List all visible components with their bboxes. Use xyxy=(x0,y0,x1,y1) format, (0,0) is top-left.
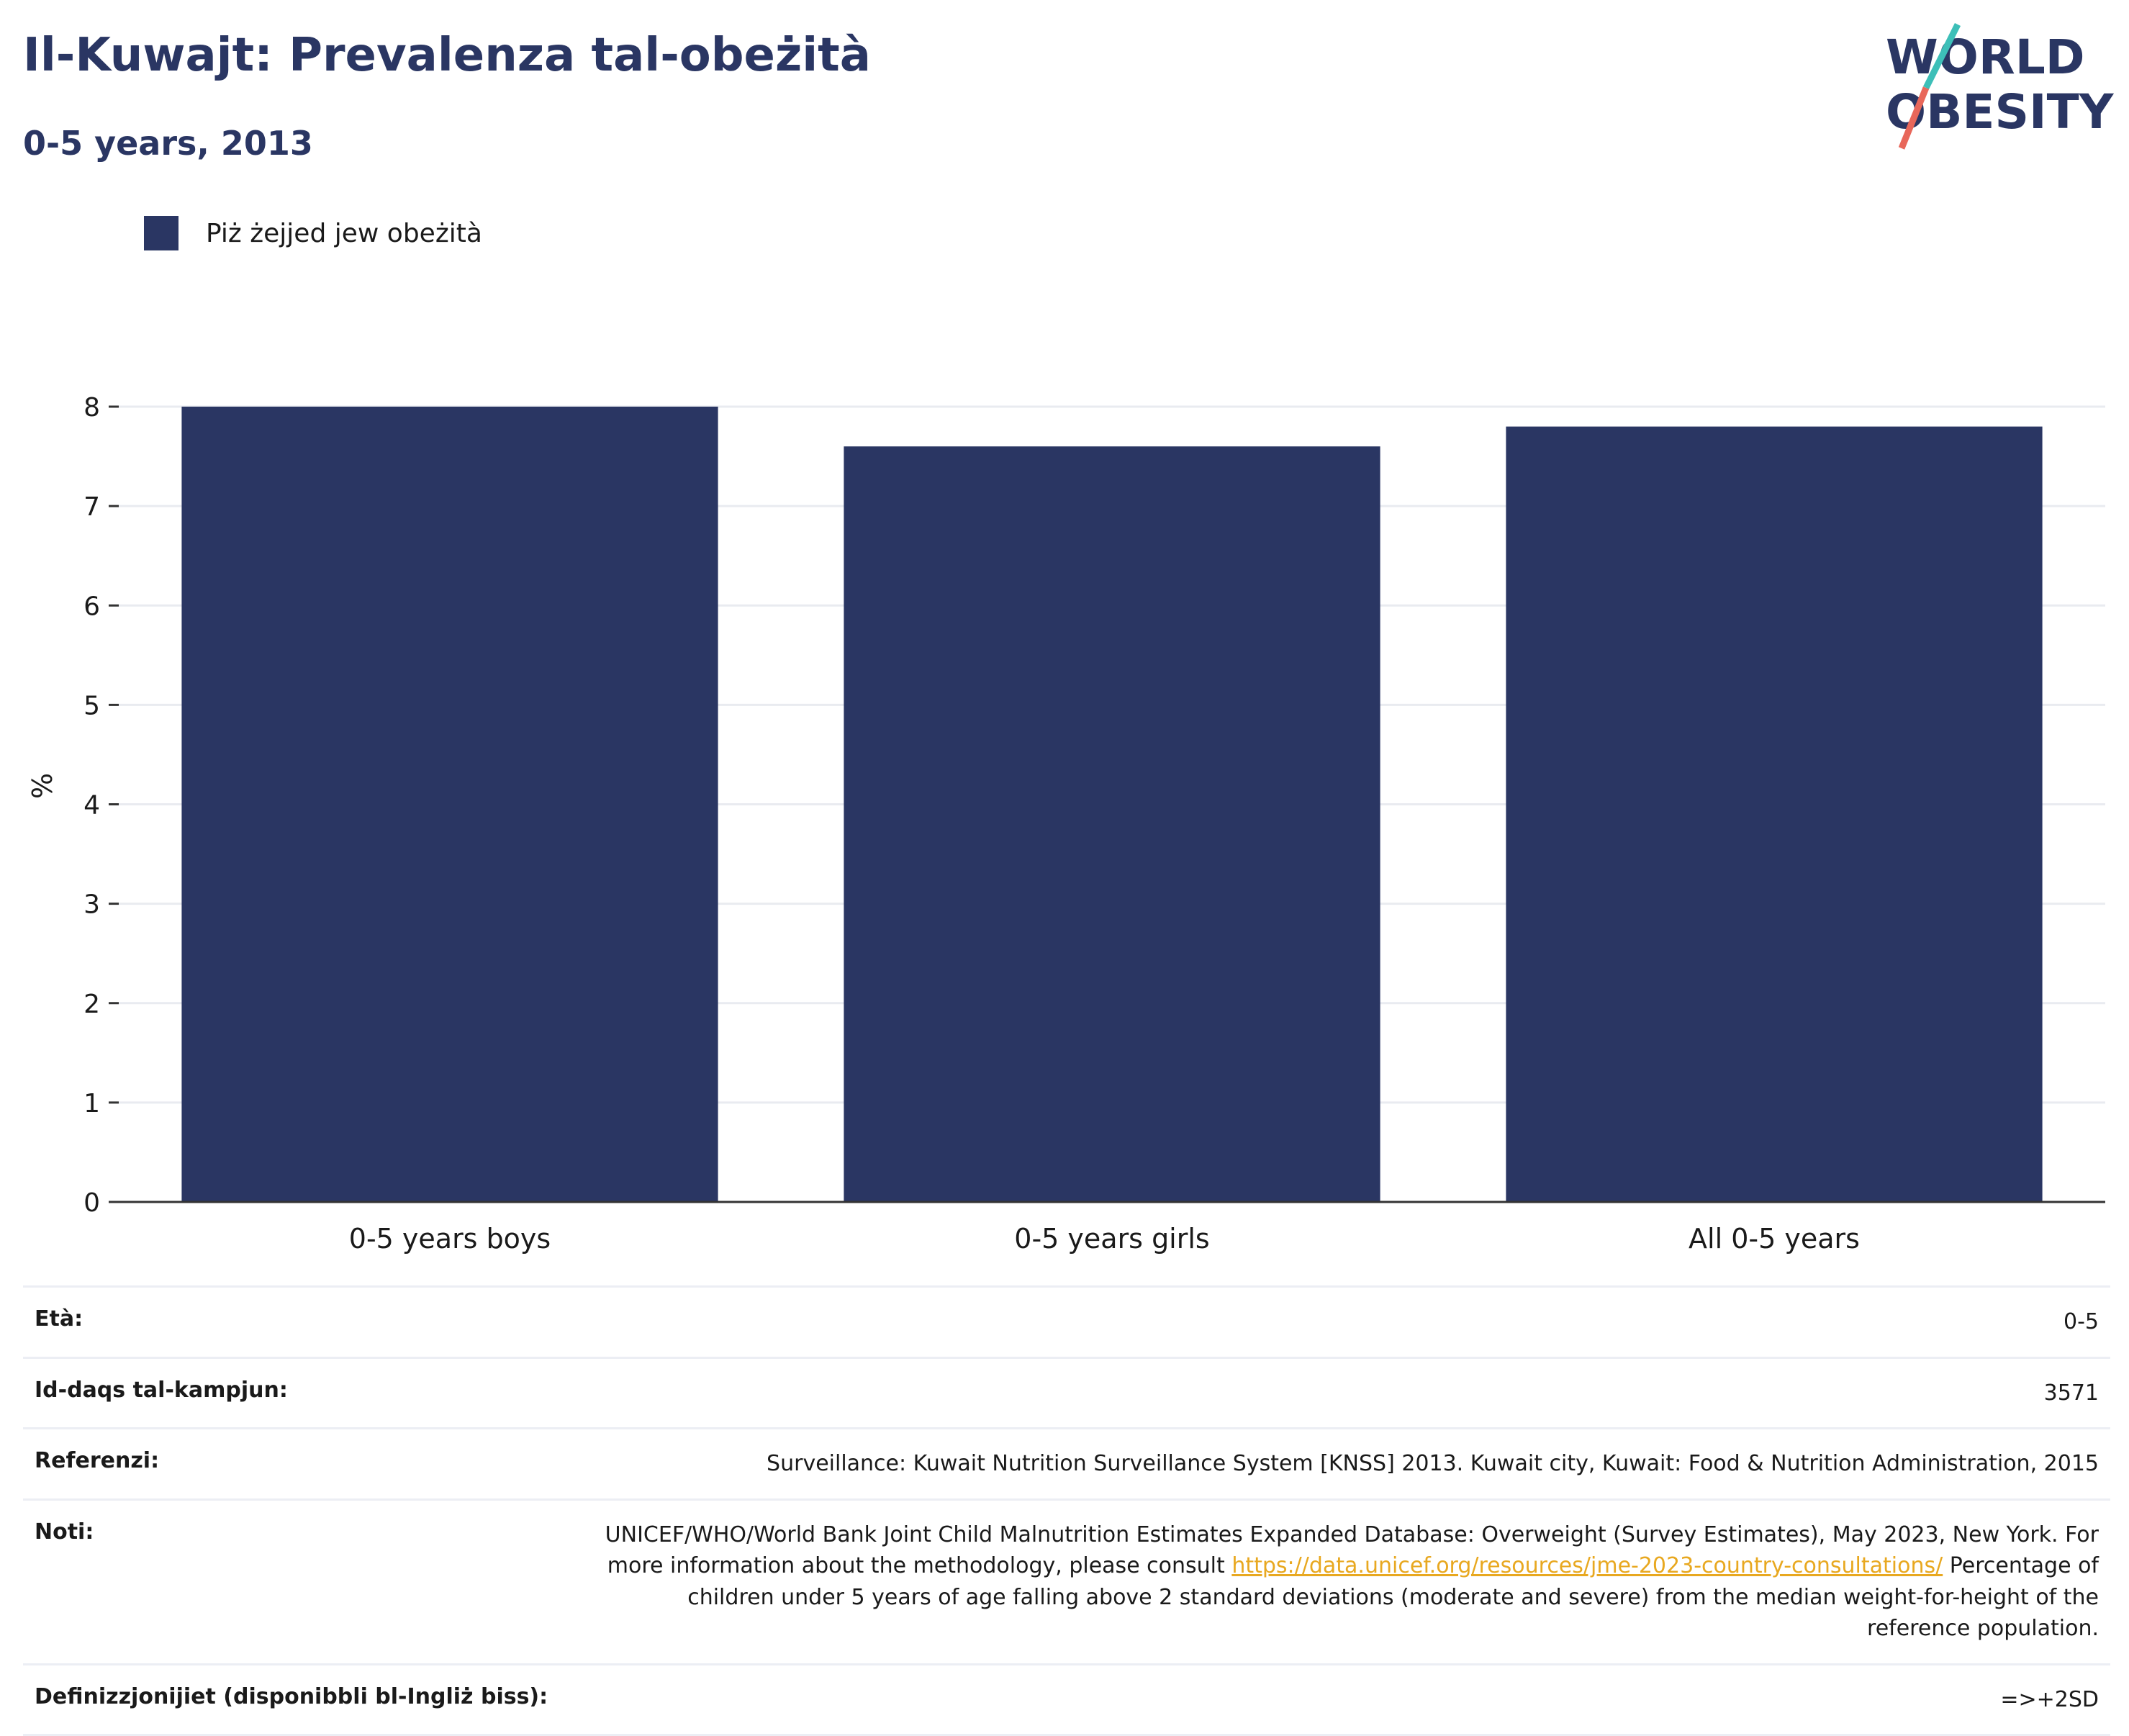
info-value-notes: UNICEF/WHO/World Bank Joint Child Malnut… xyxy=(587,1519,2099,1645)
legend-swatch xyxy=(144,216,178,250)
info-label-notes: Noti: xyxy=(35,1519,94,1545)
bar-chart: 0 1 2 3 4 5 6 7 8 0-5 years boys 0-5 years girls Al… xyxy=(0,360,2129,1260)
info-label-definitions: Definizzjonijiet (disponibbli bl-Ingliż … xyxy=(35,1684,548,1709)
bar-2[interactable] xyxy=(844,446,1380,1202)
info-label-sample-size: Id-daqs tal-kampjun: xyxy=(35,1378,288,1403)
y-tick-label-5: 5 xyxy=(83,691,100,720)
y-axis-label: % xyxy=(27,773,58,799)
notes-link[interactable]: https://data.unicef.org/resources/jme-20… xyxy=(1231,1553,1943,1578)
y-tick-label-8: 8 xyxy=(83,393,100,422)
legend-label: Piż żejjed jew obeżità xyxy=(206,219,482,248)
bars xyxy=(181,407,2042,1202)
y-tick-label-1: 1 xyxy=(83,1089,100,1118)
y-tick-label-3: 3 xyxy=(83,890,100,920)
x-tick-label-2: 0-5 years girls xyxy=(1014,1223,1209,1254)
info-value-sample-size: 3571 xyxy=(2044,1378,2099,1409)
info-table: Età: 0-5 Id-daqs tal-kampjun: 3571 Refer… xyxy=(23,1285,2110,1736)
info-row-age: Età: 0-5 xyxy=(23,1285,2110,1357)
y-tick-label-6: 6 xyxy=(83,592,100,621)
y-tick-label-2: 2 xyxy=(83,990,100,1019)
y-tick-label-7: 7 xyxy=(83,492,100,522)
info-value-definitions: =>+2SD xyxy=(2000,1684,2099,1716)
y-tick-label-0: 0 xyxy=(83,1188,100,1218)
chart-subtitle: 0-5 years, 2013 xyxy=(23,124,313,163)
info-row-definitions: Definizzjonijiet (disponibbli bl-Ingliż … xyxy=(23,1663,2110,1736)
world-obesity-logo: WORLD OBESITY xyxy=(1871,22,2116,151)
info-value-references: Surveillance: Kuwait Nutrition Surveilla… xyxy=(767,1448,2099,1480)
chart-title: Il-Kuwajt: Prevalenza tal-obeżità xyxy=(23,29,871,82)
logo-line2: OBESITY xyxy=(1886,84,2115,140)
info-row-notes: Noti: UNICEF/WHO/World Bank Joint Child … xyxy=(23,1498,2110,1663)
legend[interactable]: Piż żejjed jew obeżità xyxy=(144,216,482,250)
info-value-age: 0-5 xyxy=(2064,1306,2099,1338)
info-label-age: Età: xyxy=(35,1306,83,1332)
bar-1[interactable] xyxy=(181,407,718,1202)
info-label-references: Referenzi: xyxy=(35,1448,159,1473)
info-row-sample-size: Id-daqs tal-kampjun: 3571 xyxy=(23,1357,2110,1428)
x-tick-label-1: 0-5 years boys xyxy=(349,1223,551,1254)
info-row-references: Referenzi: Surveillance: Kuwait Nutritio… xyxy=(23,1427,2110,1498)
x-tick-label-3: All 0-5 years xyxy=(1689,1223,1860,1254)
bar-3[interactable] xyxy=(1506,427,2042,1202)
y-tick-label-4: 4 xyxy=(83,791,100,820)
logo-line1: WORLD xyxy=(1886,30,2085,85)
